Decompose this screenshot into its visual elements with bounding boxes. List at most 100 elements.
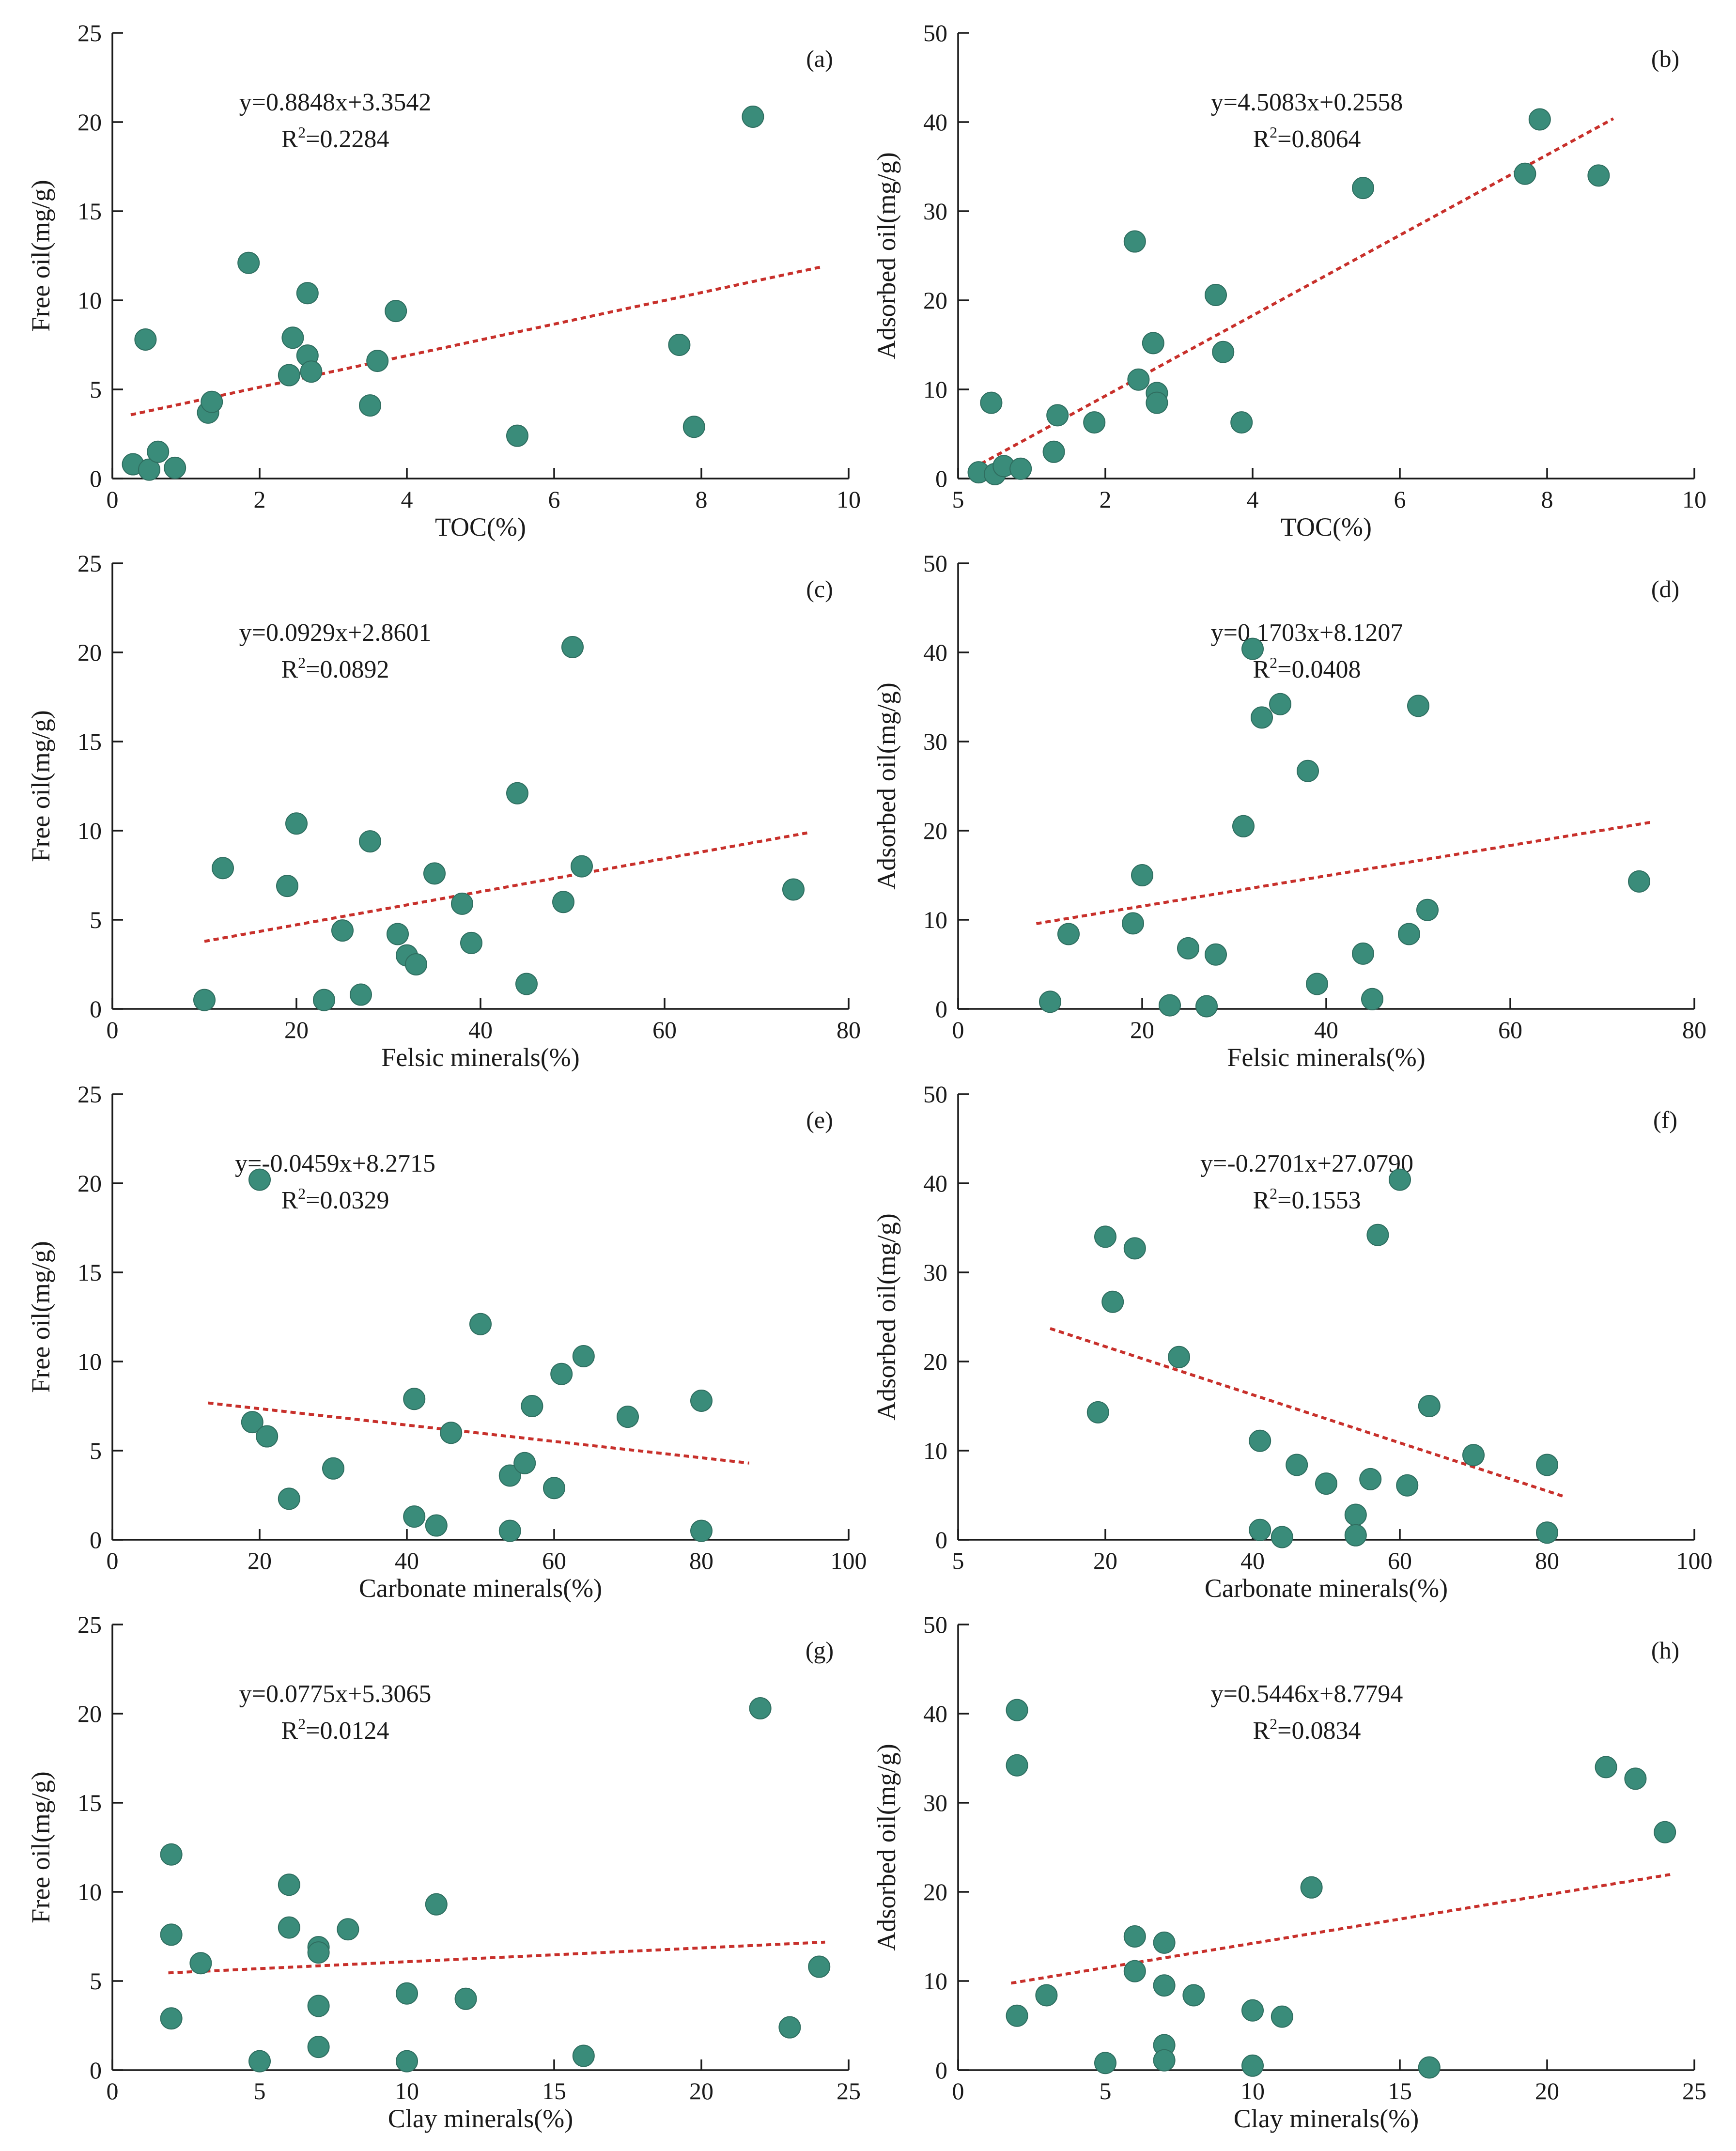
y-tick-label: 0 [90,465,102,492]
x-tick-label: 60 [1498,1016,1522,1043]
y-axis-title: Free oil(mg/g) [26,1771,55,1923]
data-point [498,1519,521,1542]
data-point [572,1345,595,1367]
x-tick-label: 20 [248,1547,272,1574]
data-point [498,1464,521,1487]
data-point [237,251,260,274]
y-tick-label: 25 [78,1611,102,1638]
data-point [1195,995,1218,1018]
data-point [1536,1454,1558,1476]
trend-line [208,1401,750,1465]
y-axis-title: Free oil(mg/g) [26,1241,55,1393]
x-tick-label: 40 [1240,1547,1265,1574]
regression-equation: y=-0.2701x+27.0790 [1200,1150,1413,1177]
y-tick-label: 15 [78,728,102,755]
r-squared-value: =0.0408 [1277,656,1361,683]
y-tick-label: 40 [923,639,947,666]
y-tick-label: 0 [935,995,947,1022]
y-tick-label: 30 [923,1259,947,1286]
data-point [1344,1503,1367,1526]
y-tick-label: 30 [923,728,947,755]
data-point [506,424,528,447]
data-point [1249,1429,1271,1452]
y-tick-label: 10 [78,817,102,844]
x-tick-label: 80 [1535,1547,1559,1574]
data-point [1241,1999,1264,2022]
data-point [403,1388,426,1410]
x-axis-title: Carbonate minerals(%) [1205,1574,1448,1603]
data-point [682,416,705,438]
x-axis-title: Felsic minerals(%) [1227,1043,1425,1072]
trend-line [972,117,1614,470]
regression-equation: y=0.0929x+2.8601 [239,619,432,647]
data-point [749,1697,772,1719]
data-point [1654,1821,1676,1843]
y-tick-label: 0 [90,1526,102,1553]
y-tick-label: 5 [90,906,102,933]
data-point [1418,1395,1441,1417]
y-tick-label: 50 [923,19,947,46]
panel-b: 0 10 20 30 40 50 5 2 4 6 8 10 TOC(%) Adsorbed oil(mg/… [872,19,1706,542]
data-point [1514,162,1536,185]
data-point [278,364,300,387]
data-point [1123,1925,1146,1948]
data-point [561,635,584,658]
data-point [451,892,473,915]
data-point [1396,1474,1419,1497]
data-point [138,458,160,481]
y-tick-label: 25 [78,1081,102,1108]
y-tick-label: 25 [78,19,102,46]
r-squared-label: R2=0.1553 [1253,1185,1361,1214]
data-point [160,1843,183,1866]
data-point [1536,1521,1558,1544]
data-point [1230,411,1253,434]
y-tick-label: 40 [923,1170,947,1197]
data-point [571,855,593,878]
data-point [513,1452,536,1474]
x-tick-label: 10 [1240,2077,1265,2105]
x-tick-label: 60 [1388,1547,1412,1574]
data-point [1389,1168,1411,1191]
x-tick-label: 4 [1247,486,1259,513]
data-point [1146,391,1168,414]
data-point [1039,990,1061,1013]
data-point [1205,283,1227,306]
data-point [425,1514,448,1537]
data-point [160,1923,183,1946]
data-point [359,394,381,417]
trend-line [1010,1872,1674,1985]
data-point [1269,693,1291,715]
trend-line [168,1940,825,1975]
x-tick-label: 5 [254,2077,266,2105]
x-tick-label: 40 [1314,1016,1338,1043]
x-tick-label: 10 [1682,486,1706,513]
data-point [1407,695,1429,717]
x-tick-label: 20 [1093,1547,1117,1574]
regression-equation: y=0.5446x+8.7794 [1211,1680,1403,1708]
data-point [313,989,335,1011]
data-point [1286,1454,1308,1476]
x-axis-title: TOC(%) [1281,512,1372,542]
data-point [1101,1290,1124,1313]
x-tick-label: 80 [689,1547,713,1574]
data-point [1006,1699,1028,1721]
data-point [201,390,223,413]
x-tick-label: 4 [401,486,413,513]
data-point [1624,1767,1647,1790]
y-tick-label: 50 [923,1611,947,1638]
data-point [1352,177,1374,200]
data-point [980,391,1003,414]
data-point [147,440,170,463]
data-point [552,891,574,913]
data-point [300,360,323,383]
y-tick-label: 15 [78,1259,102,1286]
data-point [1366,1223,1389,1246]
data-point [1123,1237,1146,1260]
x-tick-label: 2 [254,486,266,513]
panel-label: (b) [1651,45,1679,72]
r-squared-label: R2=0.0329 [281,1185,389,1214]
data-point [1123,230,1146,253]
data-point [1587,164,1610,187]
data-point [1046,404,1069,427]
data-point [1212,340,1235,363]
